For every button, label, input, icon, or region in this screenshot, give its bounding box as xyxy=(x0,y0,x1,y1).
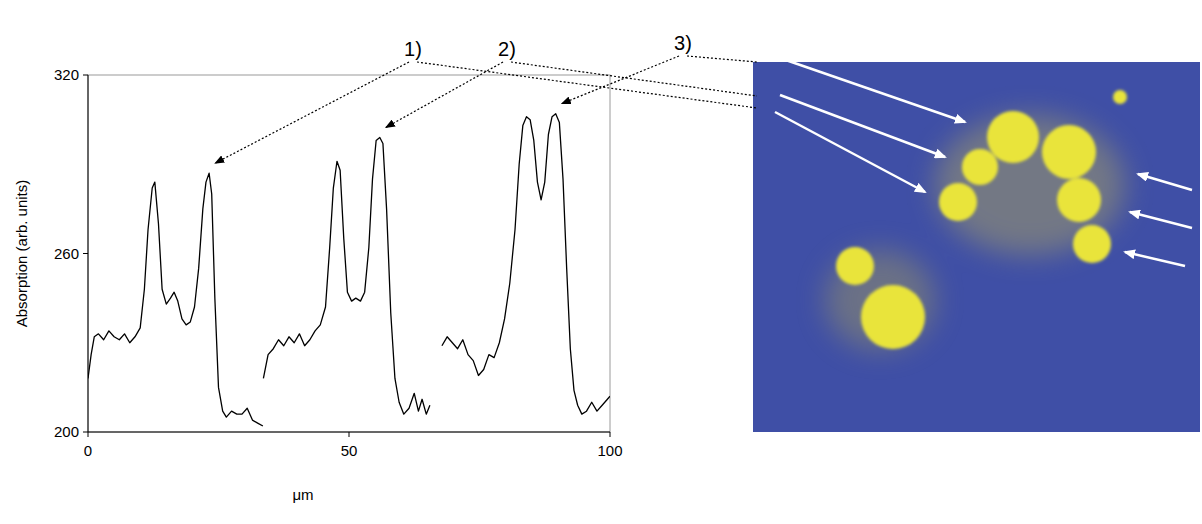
label-link xyxy=(417,62,757,108)
y-tick-label: 260 xyxy=(54,245,79,262)
particle xyxy=(939,183,977,221)
image-arrow xyxy=(1130,212,1192,228)
particle xyxy=(1057,178,1101,222)
micrograph-background xyxy=(753,62,1200,432)
y-tick-label: 320 xyxy=(54,66,79,83)
image-arrow xyxy=(1125,252,1185,266)
x-tick-label: 0 xyxy=(84,442,92,459)
label-link xyxy=(687,56,757,62)
x-tick xyxy=(610,432,611,437)
particle xyxy=(962,149,998,185)
y-tick xyxy=(83,253,88,254)
particle xyxy=(1113,90,1127,104)
glow xyxy=(825,115,1125,350)
label-arrow xyxy=(215,62,409,163)
particle xyxy=(987,111,1039,163)
profile-line xyxy=(88,173,263,426)
x-axis-title: μm xyxy=(292,486,313,503)
profile-label: 1) xyxy=(404,38,422,60)
particle xyxy=(1073,225,1111,263)
label-arrow xyxy=(386,62,503,127)
y-tick xyxy=(83,432,88,433)
x-tick xyxy=(88,432,89,437)
image-arrow xyxy=(775,112,925,192)
image-arrow xyxy=(1138,174,1192,190)
series-group xyxy=(88,114,610,426)
y-axis-title: Absorption (arb. units) xyxy=(13,180,30,328)
y-tick-label: 200 xyxy=(54,423,79,440)
y-tick xyxy=(83,75,88,76)
x-tick-label: 50 xyxy=(341,442,358,459)
x-tick-label: 100 xyxy=(597,442,622,459)
x-tick xyxy=(349,432,350,437)
particle xyxy=(861,285,925,349)
particle xyxy=(1042,125,1096,179)
image-arrow xyxy=(780,95,945,157)
figure: 200 260 320 0 50 100 μm Absorption (arb. units)… xyxy=(0,0,1202,524)
profile-label: 2) xyxy=(498,38,516,60)
particle xyxy=(836,247,874,285)
profile-line xyxy=(263,137,430,414)
profile-label: 3) xyxy=(674,32,692,54)
label-link xyxy=(511,62,757,96)
image-arrow xyxy=(780,58,965,122)
micrograph xyxy=(753,62,1200,432)
plot-frame xyxy=(88,75,610,432)
particles xyxy=(836,90,1127,349)
label-arrow xyxy=(562,56,679,104)
profile-line xyxy=(442,114,610,414)
